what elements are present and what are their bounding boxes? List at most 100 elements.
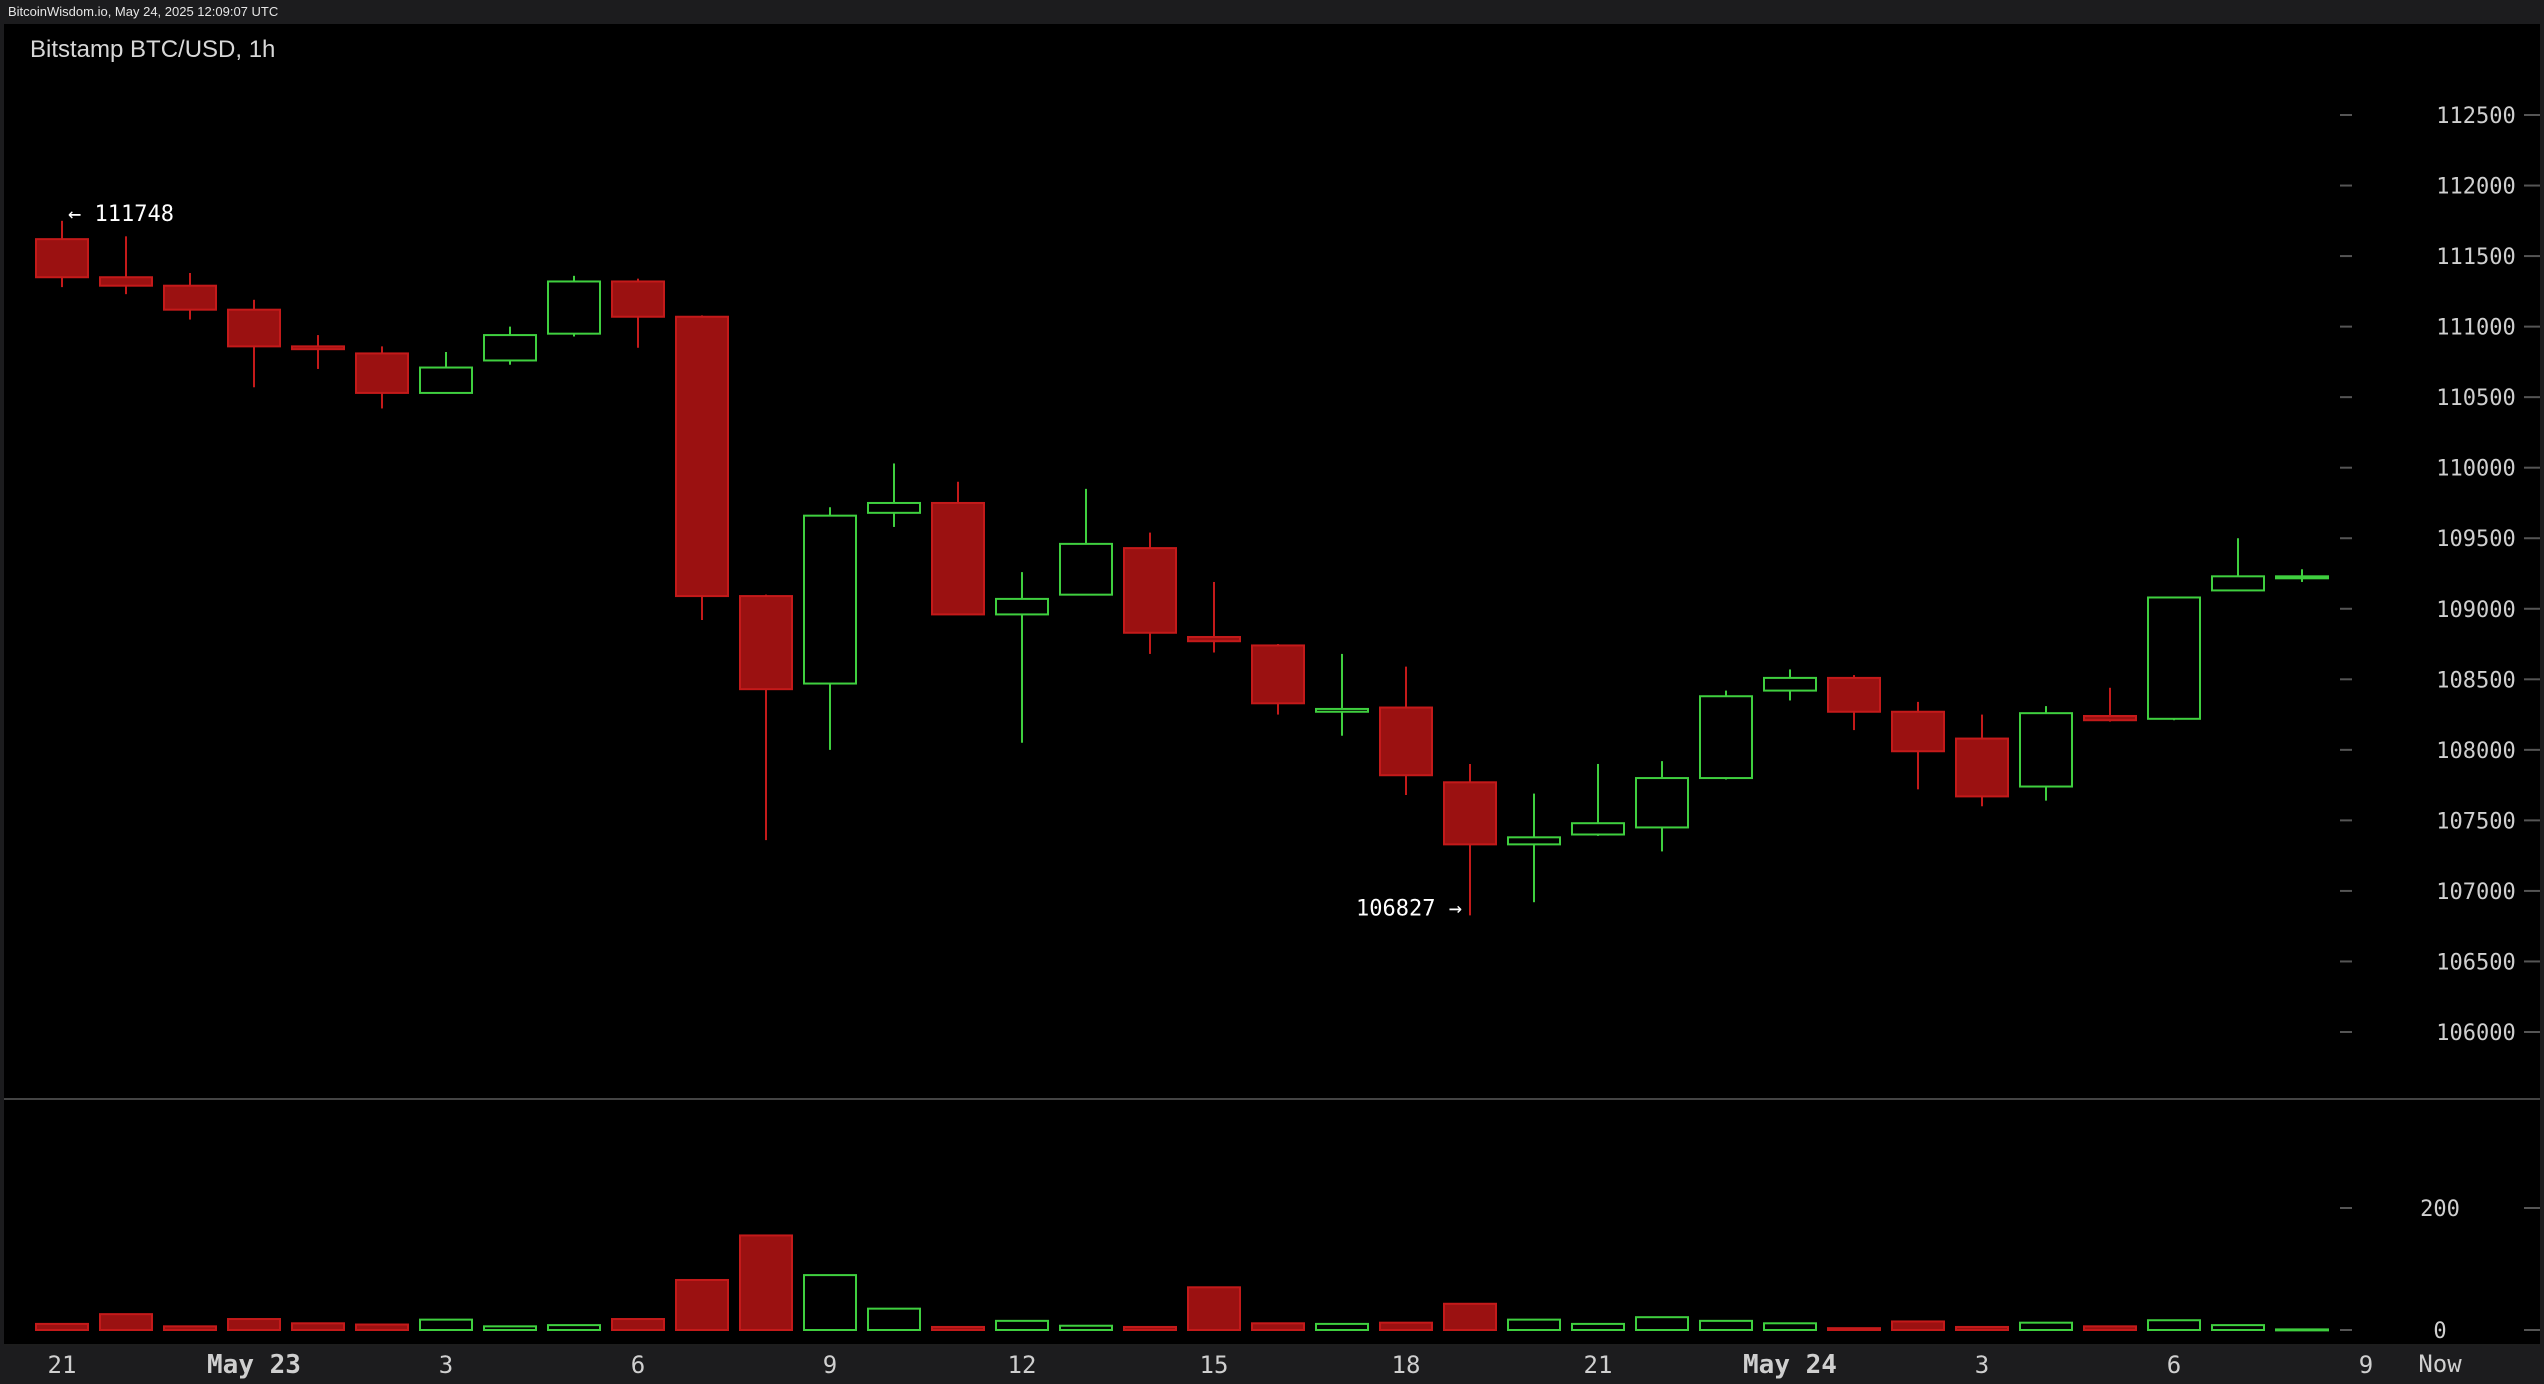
candle-body[interactable] [1955,737,2009,798]
volume-bar[interactable] [931,1325,985,1331]
volume-bar[interactable] [867,1307,921,1332]
volume-bar[interactable] [35,1322,89,1332]
volume-bar[interactable] [611,1318,665,1332]
x-now-label: Now [2418,1350,2462,1378]
volume-tick-label: 200 [2420,1197,2460,1222]
volume-bar[interactable] [2275,1328,2329,1332]
volume-bar[interactable] [2147,1319,2201,1331]
candle-body[interactable] [1891,710,1945,753]
volume-bar[interactable] [1443,1302,1497,1332]
x-tick-label: 15 [1200,1351,1229,1379]
candle-body[interactable] [739,595,793,691]
volume-bar[interactable] [739,1234,793,1331]
candle-body[interactable] [483,334,537,362]
price-tick-label: 112500 [2436,104,2515,129]
timestamp-label: BitcoinWisdom.io, May 24, 2025 12:09:07 … [8,4,279,19]
candle-body[interactable] [291,345,345,351]
candle-body[interactable] [2083,714,2137,722]
candle-body[interactable] [931,501,985,616]
candle-body[interactable] [2147,596,2201,720]
candle-body[interactable] [1187,635,1241,643]
candle-body[interactable] [99,276,153,287]
candle-body[interactable] [1315,707,1369,713]
x-axis-band [4,1346,2540,1382]
candle-body[interactable] [1443,781,1497,846]
price-tick-label: 112000 [2436,175,2515,200]
x-tick-label: 6 [2167,1351,2181,1379]
volume-bar[interactable] [291,1322,345,1332]
candle-body[interactable] [2275,575,2329,580]
candle-body[interactable] [1827,676,1881,713]
volume-bar[interactable] [1059,1324,1113,1331]
candle-body[interactable] [2211,575,2265,592]
x-tick-label: 12 [1008,1351,1037,1379]
candle-body[interactable] [611,280,665,318]
volume-bar[interactable] [355,1323,409,1332]
candle-body[interactable] [1379,706,1433,777]
volume-bar[interactable] [2211,1324,2265,1331]
price-tick-label: 108000 [2436,739,2515,764]
price-tick-label: 110000 [2436,457,2515,482]
candle-body[interactable] [675,315,729,598]
candle-body[interactable] [35,238,89,279]
candle-body[interactable] [995,597,1049,616]
x-tick-label: 21 [48,1351,77,1379]
volume-bar[interactable] [675,1278,729,1331]
volume-bar[interactable] [227,1318,281,1332]
volume-bar[interactable] [1827,1327,1881,1332]
x-tick-label: May 24 [1743,1350,1837,1380]
volume-bar[interactable] [1699,1319,1753,1331]
candle-body[interactable] [1763,676,1817,692]
volume-bar[interactable] [995,1319,1049,1331]
candle-body[interactable] [2019,712,2073,788]
volume-bar[interactable] [1251,1322,1305,1332]
volume-bar[interactable] [1571,1322,1625,1332]
volume-bar[interactable] [163,1325,217,1331]
price-tick-label: 111000 [2436,316,2515,341]
x-tick-label: 3 [439,1351,453,1379]
price-tick-label: 106500 [2436,950,2515,975]
x-tick-label: 3 [1975,1351,1989,1379]
candle-body[interactable] [1635,777,1689,829]
volume-bar[interactable] [803,1274,857,1331]
candle-body[interactable] [1059,542,1113,596]
x-tick-label: 9 [823,1351,837,1379]
low-annotation: 106827 → [1356,896,1462,921]
price-tick-label: 110500 [2436,386,2515,411]
x-tick-label: May 23 [207,1350,301,1380]
volume-bar[interactable] [483,1325,537,1331]
volume-bar[interactable] [1315,1322,1369,1332]
candle-body[interactable] [1507,836,1561,846]
volume-bar[interactable] [1635,1316,1689,1331]
candle-body[interactable] [163,284,217,311]
candle-body[interactable] [547,280,601,335]
candle-body[interactable] [419,366,473,394]
volume-bar[interactable] [1763,1322,1817,1332]
volume-bar[interactable] [1507,1318,1561,1332]
price-tick-label: 111500 [2436,245,2515,270]
candle-body[interactable] [227,308,281,348]
candle-body[interactable] [1699,695,1753,780]
x-tick-label: 18 [1392,1351,1421,1379]
x-tick-label: 6 [631,1351,645,1379]
candle-body[interactable] [1251,644,1305,705]
candle-body[interactable] [1123,547,1177,634]
candle-body[interactable] [867,501,921,514]
price-tick-label: 107500 [2436,809,2515,834]
candle-body[interactable] [355,352,409,394]
volume-bar[interactable] [1891,1320,1945,1331]
volume-bar[interactable] [1187,1286,1241,1332]
volume-bar[interactable] [1379,1321,1433,1332]
volume-bar[interactable] [547,1324,601,1331]
volume-bar[interactable] [419,1318,473,1332]
volume-bar[interactable] [1123,1325,1177,1331]
top-bar: BitcoinWisdom.io, May 24, 2025 12:09:07 … [0,0,2544,24]
price-tick-label: 106000 [2436,1021,2515,1046]
candle-body[interactable] [803,514,857,685]
volume-bar[interactable] [1955,1325,2009,1331]
volume-bar[interactable] [2083,1325,2137,1331]
candle-body[interactable] [1571,822,1625,836]
volume-bar[interactable] [2019,1321,2073,1332]
volume-bar[interactable] [99,1313,153,1332]
